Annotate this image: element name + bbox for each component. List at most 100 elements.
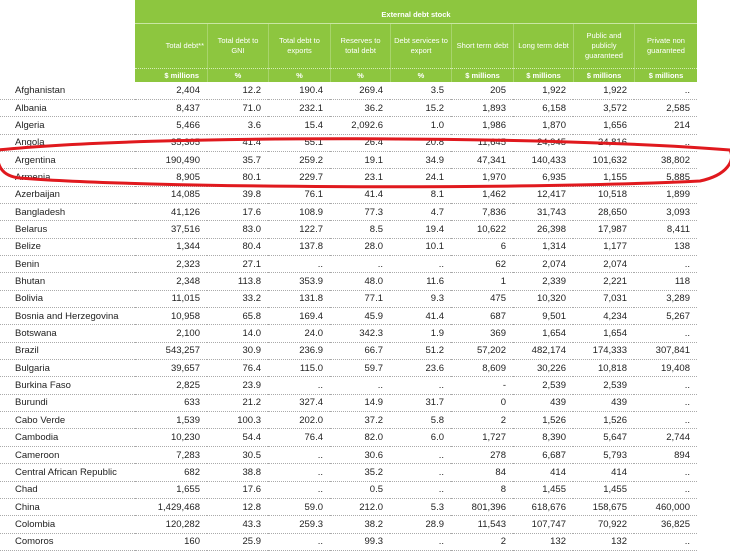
table-cell: 2,404	[135, 83, 207, 100]
table-cell: 2,221	[573, 273, 634, 291]
table-cell: 10,818	[573, 360, 634, 378]
table-cell: 543,257	[135, 343, 207, 361]
row-label: Brazil	[0, 343, 135, 361]
table-cell: ..	[634, 325, 697, 343]
table-cell: 169.4	[268, 308, 330, 326]
table-cell: 2,339	[513, 273, 573, 291]
table-cell: 2,825	[135, 377, 207, 395]
table-cell: 1,922	[513, 83, 573, 100]
table-cell: 11.6	[390, 273, 451, 291]
table-cell: 10,958	[135, 308, 207, 326]
table-cell: 8,609	[451, 360, 513, 378]
row-label: Central African Republic	[0, 464, 135, 482]
table-cell: 11,645	[451, 135, 513, 152]
table-cell: 2,348	[135, 273, 207, 291]
table-cell: 27.1	[207, 256, 268, 274]
table-cell: 10.1	[390, 239, 451, 256]
table-cell: 14.9	[330, 395, 390, 413]
table-cell: 122.7	[268, 221, 330, 239]
table-cell: 0	[451, 395, 513, 413]
table-cell: 1,899	[634, 187, 697, 204]
table-cell: 1,654	[573, 325, 634, 343]
table-cell: 14,085	[135, 187, 207, 204]
table-cell: 35.7	[207, 152, 268, 170]
table-cell: 131.8	[268, 291, 330, 309]
table-cell: ..	[634, 377, 697, 395]
table-cell: 28.9	[390, 516, 451, 534]
table-header: External debt stock Total debt** $ millio…	[135, 0, 697, 82]
table-cell: 4,234	[573, 308, 634, 326]
table-cell: 633	[135, 395, 207, 413]
table-cell: 19.1	[330, 152, 390, 170]
table-cell: 140,433	[513, 152, 573, 170]
table-cell: 2,074	[513, 256, 573, 274]
column-unit: $ millions	[451, 68, 513, 82]
table-cell: 118	[634, 273, 697, 291]
table-cell: 17,987	[573, 221, 634, 239]
table-cell: 83.0	[207, 221, 268, 239]
column-unit: %	[330, 68, 390, 82]
table-cell: 7,836	[451, 204, 513, 222]
table-cell: 28.0	[330, 239, 390, 256]
row-label: Cambodia	[0, 430, 135, 447]
row-label: Bhutan	[0, 273, 135, 291]
table-cell: 84	[451, 464, 513, 482]
table-cell: ..	[634, 412, 697, 430]
row-label: Argentina	[0, 152, 135, 170]
table-cell: ..	[268, 482, 330, 499]
table-cell: 682	[135, 464, 207, 482]
column-unit: %	[390, 68, 451, 82]
row-label: China	[0, 499, 135, 517]
table-cell: 2,100	[135, 325, 207, 343]
table-cell: 1,539	[135, 412, 207, 430]
red-ellipse	[0, 137, 730, 189]
table-cell: -	[451, 377, 513, 395]
table-cell: 5,885	[634, 169, 697, 187]
table-cell: 3,289	[634, 291, 697, 309]
table-cell: 17.6	[207, 482, 268, 499]
table-cell: 30.5	[207, 447, 268, 465]
table-cell: 8.5	[330, 221, 390, 239]
table-cell: 19,408	[634, 360, 697, 378]
column-header: Total debt to GNI	[207, 24, 268, 68]
table-cell: 10,320	[513, 291, 573, 309]
table-cell: 70,922	[573, 516, 634, 534]
table-cell: 1,462	[451, 187, 513, 204]
table-cell: ..	[390, 377, 451, 395]
table-cell: 8	[451, 482, 513, 499]
column-header: Long term debt	[513, 24, 573, 68]
table-cell: 39.8	[207, 187, 268, 204]
column-header: Total debt**	[165, 41, 204, 50]
table-cell: 1,526	[573, 412, 634, 430]
table-cell: 2,323	[135, 256, 207, 274]
table-cell: 45.9	[330, 308, 390, 326]
table-cell: ..	[330, 256, 390, 274]
table-cell: 3,093	[634, 204, 697, 222]
table-cell: 39,657	[135, 360, 207, 378]
table-cell: 31.7	[390, 395, 451, 413]
table-cell: 38.8	[207, 464, 268, 482]
table-cell: 34.9	[390, 152, 451, 170]
column-header: Short term debt	[451, 24, 513, 68]
table-cell: 41.4	[207, 135, 268, 152]
table-cell: 174,333	[573, 343, 634, 361]
table-cell: 30.9	[207, 343, 268, 361]
table-cell: 12.8	[207, 499, 268, 517]
row-label: Belize	[0, 239, 135, 256]
table-cell: 7,283	[135, 447, 207, 465]
table-cell: 801,396	[451, 499, 513, 517]
row-label: Bosnia and Herzegovina	[0, 308, 135, 326]
row-label: Belarus	[0, 221, 135, 239]
table-cell: 47,341	[451, 152, 513, 170]
table-cell: 618,676	[513, 499, 573, 517]
table-cell: 19.4	[390, 221, 451, 239]
table-cell: 439	[573, 395, 634, 413]
table-cell: 15.2	[390, 100, 451, 118]
table-cell: 353.9	[268, 273, 330, 291]
table-cell: 54.4	[207, 430, 268, 447]
table-cell: 269.4	[330, 83, 390, 100]
table-cell: 1,344	[135, 239, 207, 256]
table-cell: 36.2	[330, 100, 390, 118]
table-cell: 278	[451, 447, 513, 465]
table-cell: 5.3	[390, 499, 451, 517]
